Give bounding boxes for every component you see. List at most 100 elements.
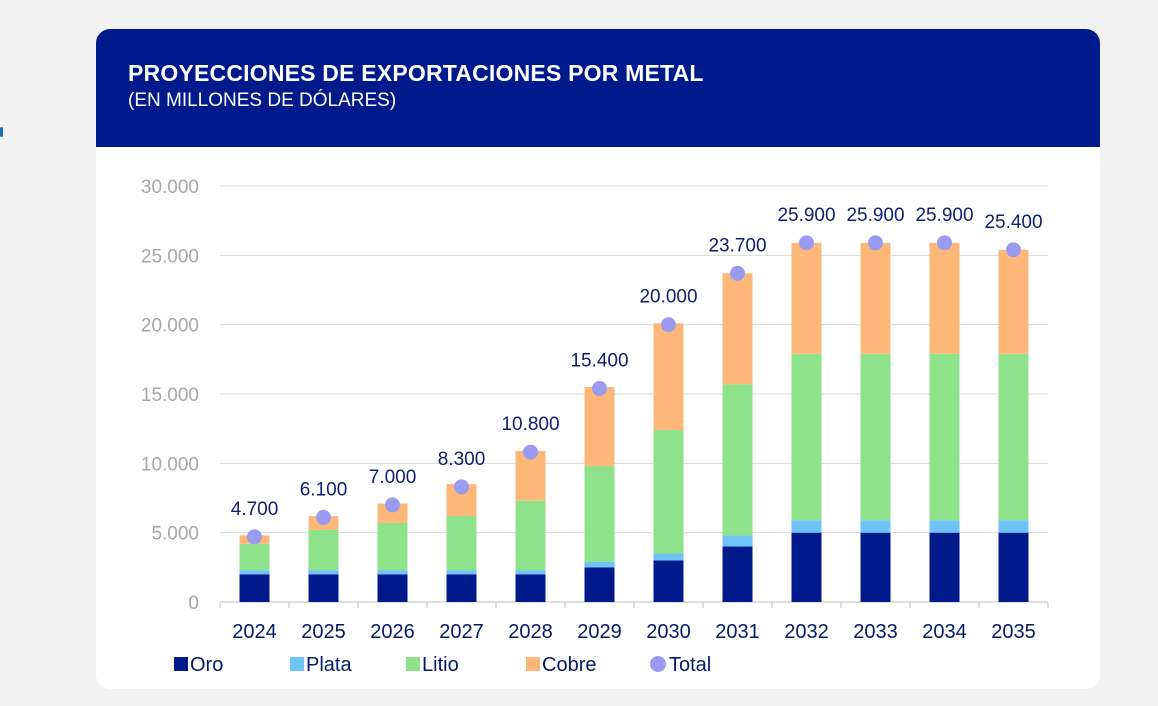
bar-oro [308, 574, 339, 602]
y-tick-label: 10.000 [141, 454, 199, 475]
bar-cobre [584, 387, 615, 467]
y-tick-label: 30.000 [141, 177, 199, 198]
bar-litio [791, 353, 822, 521]
bar-plata [377, 570, 408, 575]
data-label: 25.900 [846, 205, 904, 226]
bar-oro [239, 574, 270, 602]
total-point [730, 265, 745, 281]
x-tick-label: 2025 [301, 621, 346, 643]
bar-litio [998, 353, 1029, 521]
total-point [868, 235, 883, 251]
bar-oro [446, 574, 477, 602]
bar-cobre [860, 242, 891, 354]
bar-plata [446, 570, 477, 575]
bar-plata [515, 570, 546, 575]
legend-label-total: Total [669, 654, 711, 676]
total-point [247, 529, 262, 545]
bar-litio [929, 353, 960, 521]
bar-plata [929, 520, 960, 533]
legend-label-oro: Oro [190, 654, 223, 676]
total-point [1006, 242, 1021, 258]
x-tick-label: 2031 [715, 621, 760, 643]
bar-litio [515, 500, 546, 571]
data-label: 25.900 [777, 205, 835, 226]
legend-swatch-total [650, 656, 666, 672]
y-tick-label: 25.000 [141, 246, 199, 267]
total-point [799, 235, 814, 251]
total-point [937, 235, 952, 251]
bar-plata [722, 535, 753, 547]
bar-litio [239, 543, 270, 571]
bar-litio [308, 529, 339, 571]
bar-oro [584, 567, 615, 602]
bar-litio [584, 466, 615, 562]
legend-swatch-cobre [526, 657, 540, 671]
data-label: 25.400 [984, 212, 1042, 233]
x-tick-label: 2027 [439, 621, 484, 643]
bar-cobre [377, 503, 408, 523]
x-tick-label: 2030 [646, 621, 691, 643]
card-header: PROYECCIONES DE EXPORTACIONES POR METAL … [96, 29, 1100, 147]
data-label: 20.000 [639, 287, 697, 308]
bar-oro [722, 546, 753, 602]
data-label: 15.400 [570, 350, 628, 371]
x-tick-label: 2028 [508, 621, 553, 643]
data-label: 23.700 [708, 235, 766, 256]
x-tick-label: 2024 [232, 621, 277, 643]
bar-cobre [722, 273, 753, 385]
data-label: 7.000 [369, 467, 417, 488]
x-tick-label: 2032 [784, 621, 829, 643]
x-tick-label: 2026 [370, 621, 415, 643]
bar-litio [722, 384, 753, 536]
data-label: 6.100 [300, 479, 348, 500]
legend-swatch-litio [406, 657, 420, 671]
bar-oro [929, 532, 960, 602]
bar-plata [653, 553, 684, 561]
legend-label-litio: Litio [422, 654, 459, 676]
y-tick-label: 5.000 [151, 524, 199, 545]
chart-subtitle: (EN MILLONES DE DÓLARES) [128, 90, 397, 111]
legend-label-cobre: Cobre [542, 654, 596, 676]
bar-plata [860, 520, 891, 533]
bar-oro [653, 560, 684, 602]
total-point [385, 497, 400, 513]
bar-plata [584, 561, 615, 568]
bar-cobre [653, 323, 684, 431]
bar-litio [377, 522, 408, 571]
total-point [454, 479, 469, 495]
bar-plata [998, 520, 1029, 533]
bar-plata [239, 570, 270, 575]
legend-swatch-oro [174, 657, 188, 671]
total-point [316, 509, 331, 525]
bar-litio [860, 353, 891, 521]
chart-title: PROYECCIONES DE EXPORTACIONES POR METAL [128, 60, 704, 86]
total-point [661, 317, 676, 333]
y-tick-label: 0 [188, 593, 199, 614]
x-tick-label: 2035 [991, 621, 1036, 643]
bar-litio [653, 430, 684, 554]
bar-cobre [998, 249, 1029, 354]
data-label: 4.700 [231, 499, 279, 520]
data-label: 8.300 [438, 449, 486, 470]
bar-plata [308, 570, 339, 575]
x-tick-label: 2029 [577, 621, 622, 643]
legend-swatch-plata [290, 657, 304, 671]
bar-oro [860, 532, 891, 602]
bar-cobre [791, 242, 822, 354]
bar-oro [791, 532, 822, 602]
x-tick-label: 2034 [922, 621, 967, 643]
total-point [523, 444, 538, 460]
x-tick-label: 2033 [853, 621, 898, 643]
bar-plata [791, 520, 822, 533]
legend-label-plata: Plata [306, 654, 352, 676]
y-tick-label: 15.000 [141, 385, 199, 406]
data-label: 25.900 [915, 205, 973, 226]
y-tick-label: 20.000 [141, 316, 199, 337]
total-point [592, 380, 607, 396]
data-label: 10.800 [501, 414, 559, 435]
bar-oro [515, 574, 546, 602]
bar-oro [998, 532, 1029, 602]
bar-litio [446, 516, 477, 571]
side-marker [0, 127, 3, 137]
